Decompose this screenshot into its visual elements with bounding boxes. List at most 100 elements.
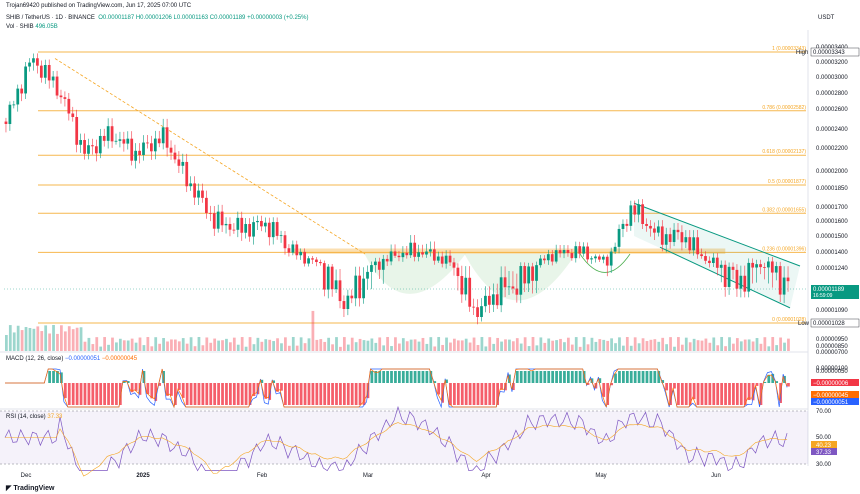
candle-body <box>468 277 472 307</box>
macd-bar <box>398 371 401 383</box>
macd-bar <box>107 383 110 405</box>
candle-body <box>511 286 515 289</box>
price-tick-label: 0.00002000 <box>816 169 848 175</box>
macd-bar <box>339 383 342 405</box>
volume-bar <box>551 340 555 351</box>
volume-bar <box>500 341 503 351</box>
volume-bar <box>755 338 759 351</box>
candle-body <box>260 220 263 227</box>
macd-bar <box>79 383 83 405</box>
macd-bar <box>52 371 55 383</box>
candle-body <box>377 261 381 270</box>
volume-bar <box>696 340 700 351</box>
candle-body <box>605 256 609 266</box>
candle-body <box>429 249 432 252</box>
candle-body <box>232 229 236 231</box>
candle-body <box>271 222 275 238</box>
candle-body <box>256 220 259 223</box>
macd-bar <box>610 383 613 386</box>
candle-body <box>735 269 739 289</box>
macd-bar <box>189 383 193 405</box>
volume-bar <box>177 341 181 351</box>
macd-bar <box>358 383 362 405</box>
macd-bar <box>673 383 676 389</box>
volume-bar <box>95 337 99 351</box>
volume-bar <box>5 335 8 351</box>
macd-bar <box>374 371 378 383</box>
volume-bar <box>602 339 606 351</box>
candle-body <box>641 204 645 224</box>
volume-bar <box>665 344 668 351</box>
candle-body <box>440 256 444 264</box>
macd-bar <box>771 373 775 383</box>
volume-bar <box>107 344 110 351</box>
candle-body <box>653 228 656 233</box>
macd-bar <box>295 383 299 405</box>
volume-bar <box>205 337 209 351</box>
macd-bar <box>405 371 409 383</box>
rsi-band <box>0 411 808 464</box>
macd-bar <box>606 383 610 405</box>
candle-body <box>487 295 491 305</box>
volume-bar <box>327 337 331 351</box>
candle-body <box>385 258 389 262</box>
candle-body <box>507 286 511 288</box>
candle-body <box>550 254 554 262</box>
macd-bar <box>602 383 606 397</box>
volume-bar <box>771 337 775 351</box>
candle-body <box>330 266 334 290</box>
macd-bar <box>645 371 649 383</box>
symbol[interactable]: SHIB / TetherUS · 1D · BINANCE <box>6 15 95 21</box>
time-tick-label: Dec <box>21 473 32 479</box>
macd-bar <box>472 383 476 405</box>
macd-bar <box>464 383 468 405</box>
macd-bar <box>311 383 315 405</box>
ohlc: O0.00001187 H0.00001206 L0.00001163 C0.0… <box>98 15 309 21</box>
volume-bar <box>779 337 782 351</box>
volume-bar <box>52 325 55 351</box>
candle-body <box>425 251 428 255</box>
macd-bar <box>625 371 629 383</box>
tradingview-logo[interactable]: ◤ TradingView <box>6 485 55 492</box>
volume-bar <box>221 340 224 351</box>
volume-bar <box>181 338 185 351</box>
volume-bar <box>217 340 220 351</box>
macd-bar <box>115 383 118 405</box>
volume-bar <box>677 337 680 351</box>
price-tick-label: 0.00001500 <box>816 234 848 240</box>
volume-bar <box>622 345 625 351</box>
candle-body <box>279 235 283 237</box>
candle-body <box>236 217 240 230</box>
low-tag-bg <box>810 318 860 328</box>
volume-bar <box>60 325 63 351</box>
candle-body <box>212 213 216 229</box>
macd-bar <box>555 371 558 383</box>
macd-bar <box>122 381 126 383</box>
macd-bar <box>460 383 464 405</box>
volume-bar <box>44 325 48 351</box>
macd-bar <box>547 371 551 383</box>
candle-body <box>464 277 468 295</box>
volume-bar <box>739 341 743 351</box>
candle-body <box>609 251 613 266</box>
volume-bar <box>468 342 472 351</box>
candle-body <box>4 121 8 124</box>
candle-body <box>495 294 499 306</box>
macd-bar <box>566 371 570 383</box>
macd-bar <box>680 383 684 405</box>
volume-bar <box>405 341 409 351</box>
time-tick-label: May <box>595 473 606 479</box>
candle-body <box>491 294 495 305</box>
candle-body <box>480 306 483 317</box>
candle-body <box>75 117 79 145</box>
volume-bar <box>724 346 727 351</box>
volume-bar <box>645 341 649 351</box>
macd-bar <box>492 383 496 405</box>
candle-body <box>460 276 464 295</box>
volume-bar <box>111 337 114 351</box>
volume-bar <box>28 328 32 351</box>
candle-body <box>354 275 358 299</box>
volume-bar <box>24 327 28 351</box>
macd-bar <box>488 383 492 405</box>
